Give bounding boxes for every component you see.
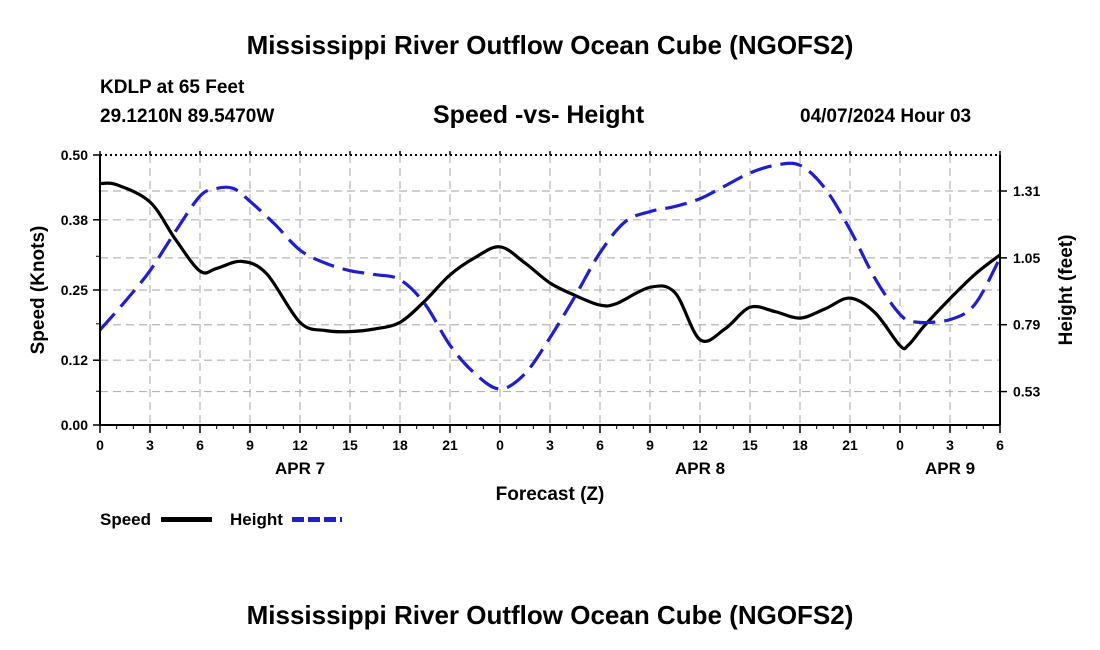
station-coords: 29.1210N 89.5470W — [100, 106, 275, 127]
x-axis-title: Forecast (Z) — [496, 484, 605, 505]
chart-title: Mississippi River Outflow Ocean Cube (NG… — [246, 30, 854, 60]
x-tick-label: 6 — [596, 437, 604, 453]
x-tick-label: 15 — [342, 437, 358, 453]
y-axis-title: Speed (Knots) — [28, 226, 49, 355]
x-tick-label: 3 — [946, 437, 954, 453]
height-series-line — [98, 161, 1002, 391]
y2-tick-label: 1.05 — [1013, 250, 1040, 266]
x-tick-label: 0 — [896, 437, 904, 453]
x-tick-label: 12 — [292, 437, 308, 453]
x-tick-label: 0 — [496, 437, 504, 453]
legend-speed-swatch — [161, 517, 212, 522]
legend-speed-label: Speed — [100, 510, 152, 529]
legend-height-label: Height — [230, 510, 283, 529]
x-tick-label: 9 — [246, 437, 254, 453]
y2-tick-label: 0.79 — [1013, 317, 1040, 333]
y-tick-label: 0.50 — [61, 147, 88, 163]
y2-axis-title: Height (feet) — [1056, 235, 1077, 346]
x-tick-label: 3 — [146, 437, 154, 453]
y2-tick-label: 0.53 — [1013, 384, 1040, 400]
y-tick-label: 0.12 — [61, 352, 88, 368]
x-tick-label: 15 — [742, 437, 758, 453]
date-label: APR 8 — [675, 459, 725, 478]
grid-lines — [100, 155, 1000, 425]
y-tick-label: 0.00 — [61, 417, 88, 433]
forecast-datetime: 04/07/2024 Hour 03 — [800, 106, 972, 127]
speed-series-line — [99, 181, 1001, 351]
y-tick-label: 0.38 — [61, 212, 88, 228]
x-tick-label: 6 — [196, 437, 204, 453]
x-tick-label: 12 — [692, 437, 708, 453]
axis-labels: 0 3 6 9 12 15 18 21 0 3 6 9 12 15 18 21 0 3 6 APR 7 APR 8 APR… — [28, 147, 1077, 505]
x-tick-label: 21 — [442, 437, 458, 453]
chart-subtitle: Speed -vs- Height — [433, 101, 645, 129]
x-tick-label: 18 — [392, 437, 408, 453]
axes — [93, 151, 1007, 433]
date-label: APR 9 — [925, 459, 975, 478]
x-tick-label: 18 — [792, 437, 808, 453]
date-label: APR 7 — [275, 459, 325, 478]
x-tick-label: 3 — [546, 437, 554, 453]
y2-tick-label: 1.31 — [1013, 183, 1040, 199]
x-tick-label: 6 — [996, 437, 1004, 453]
x-tick-label: 21 — [842, 437, 858, 453]
legend-height-swatch — [292, 517, 342, 522]
footer-title: Mississippi River Outflow Ocean Cube (NG… — [246, 600, 854, 630]
series-lines — [98, 161, 1002, 391]
x-tick-label: 9 — [646, 437, 654, 453]
y-tick-label: 0.25 — [61, 282, 88, 298]
station-label: KDLP at 65 Feet — [100, 77, 245, 98]
x-tick-label: 0 — [96, 437, 104, 453]
